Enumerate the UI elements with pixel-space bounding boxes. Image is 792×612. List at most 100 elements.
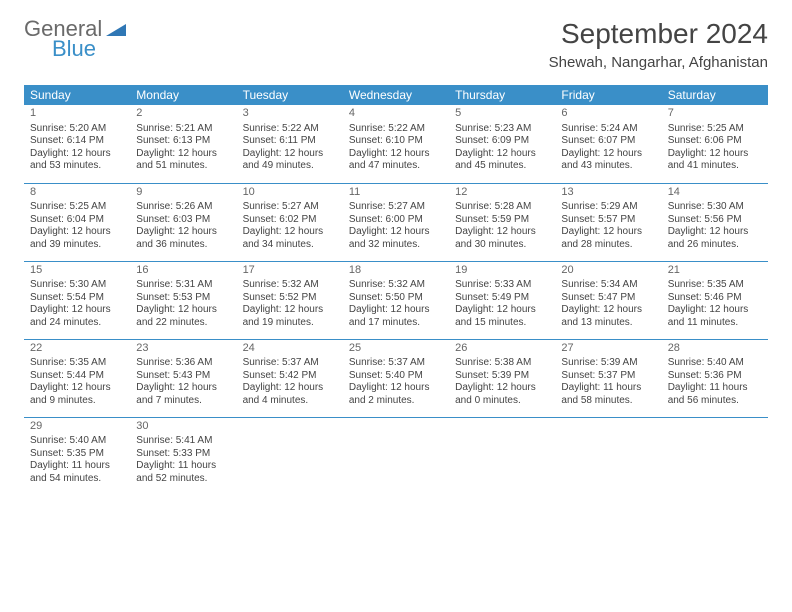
calendar-day-cell: 28Sunrise: 5:40 AMSunset: 5:36 PMDayligh… [662, 339, 768, 417]
day-day2: and 51 minutes. [136, 160, 230, 173]
day-day2: and 52 minutes. [136, 473, 230, 486]
day-sunset: Sunset: 5:36 PM [668, 370, 762, 383]
weekday-header: Friday [555, 85, 661, 105]
day-day2: and 0 minutes. [455, 395, 549, 408]
day-sunrise: Sunrise: 5:25 AM [30, 201, 124, 214]
calendar-week-row: 1Sunrise: 5:20 AMSunset: 6:14 PMDaylight… [24, 105, 768, 183]
day-number: 20 [561, 264, 655, 278]
day-sunset: Sunset: 6:06 PM [668, 135, 762, 148]
calendar-day-cell: 17Sunrise: 5:32 AMSunset: 5:52 PMDayligh… [237, 261, 343, 339]
day-day2: and 26 minutes. [668, 239, 762, 252]
calendar-day-cell [343, 417, 449, 495]
header: General Blue September 2024 Shewah, Nang… [24, 18, 768, 71]
calendar-day-cell: 20Sunrise: 5:34 AMSunset: 5:47 PMDayligh… [555, 261, 661, 339]
calendar-day-cell: 27Sunrise: 5:39 AMSunset: 5:37 PMDayligh… [555, 339, 661, 417]
day-day2: and 34 minutes. [243, 239, 337, 252]
day-sunrise: Sunrise: 5:37 AM [243, 357, 337, 370]
day-sunrise: Sunrise: 5:27 AM [243, 201, 337, 214]
day-sunrise: Sunrise: 5:41 AM [136, 435, 230, 448]
day-day1: Daylight: 12 hours [243, 226, 337, 239]
calendar-day-cell: 5Sunrise: 5:23 AMSunset: 6:09 PMDaylight… [449, 105, 555, 183]
day-day1: Daylight: 12 hours [455, 304, 549, 317]
calendar-day-cell: 6Sunrise: 5:24 AMSunset: 6:07 PMDaylight… [555, 105, 661, 183]
day-sunset: Sunset: 5:35 PM [30, 448, 124, 461]
day-number: 1 [30, 107, 124, 121]
day-day1: Daylight: 12 hours [561, 226, 655, 239]
day-day1: Daylight: 12 hours [30, 304, 124, 317]
day-day1: Daylight: 12 hours [668, 148, 762, 161]
day-sunrise: Sunrise: 5:30 AM [668, 201, 762, 214]
day-number: 6 [561, 107, 655, 121]
day-sunset: Sunset: 5:39 PM [455, 370, 549, 383]
day-sunrise: Sunrise: 5:36 AM [136, 357, 230, 370]
day-day1: Daylight: 12 hours [455, 226, 549, 239]
day-sunset: Sunset: 5:50 PM [349, 292, 443, 305]
day-number: 8 [30, 186, 124, 200]
day-number: 17 [243, 264, 337, 278]
day-sunset: Sunset: 6:11 PM [243, 135, 337, 148]
day-day1: Daylight: 12 hours [30, 382, 124, 395]
day-sunrise: Sunrise: 5:35 AM [668, 279, 762, 292]
day-sunset: Sunset: 6:13 PM [136, 135, 230, 148]
calendar-day-cell: 30Sunrise: 5:41 AMSunset: 5:33 PMDayligh… [130, 417, 236, 495]
day-day2: and 54 minutes. [30, 473, 124, 486]
day-number: 12 [455, 186, 549, 200]
calendar-day-cell: 23Sunrise: 5:36 AMSunset: 5:43 PMDayligh… [130, 339, 236, 417]
day-sunset: Sunset: 6:03 PM [136, 214, 230, 227]
day-number: 25 [349, 342, 443, 356]
day-day1: Daylight: 12 hours [136, 148, 230, 161]
day-day2: and 47 minutes. [349, 160, 443, 173]
day-sunset: Sunset: 5:33 PM [136, 448, 230, 461]
day-sunset: Sunset: 6:07 PM [561, 135, 655, 148]
calendar-day-cell: 4Sunrise: 5:22 AMSunset: 6:10 PMDaylight… [343, 105, 449, 183]
day-day1: Daylight: 11 hours [561, 382, 655, 395]
day-sunset: Sunset: 5:57 PM [561, 214, 655, 227]
calendar-day-cell: 22Sunrise: 5:35 AMSunset: 5:44 PMDayligh… [24, 339, 130, 417]
day-number: 21 [668, 264, 762, 278]
day-day2: and 30 minutes. [455, 239, 549, 252]
calendar-day-cell: 15Sunrise: 5:30 AMSunset: 5:54 PMDayligh… [24, 261, 130, 339]
day-sunrise: Sunrise: 5:32 AM [243, 279, 337, 292]
day-sunset: Sunset: 5:43 PM [136, 370, 230, 383]
calendar-week-row: 29Sunrise: 5:40 AMSunset: 5:35 PMDayligh… [24, 417, 768, 495]
day-sunrise: Sunrise: 5:31 AM [136, 279, 230, 292]
day-day2: and 32 minutes. [349, 239, 443, 252]
logo-triangle-icon [106, 18, 126, 40]
calendar-day-cell: 19Sunrise: 5:33 AMSunset: 5:49 PMDayligh… [449, 261, 555, 339]
logo: General Blue [24, 18, 126, 60]
day-number: 9 [136, 186, 230, 200]
day-day1: Daylight: 12 hours [668, 226, 762, 239]
day-sunrise: Sunrise: 5:21 AM [136, 123, 230, 136]
calendar-day-cell: 7Sunrise: 5:25 AMSunset: 6:06 PMDaylight… [662, 105, 768, 183]
day-day1: Daylight: 12 hours [349, 382, 443, 395]
page-subtitle: Shewah, Nangarhar, Afghanistan [549, 54, 768, 71]
day-number: 11 [349, 186, 443, 200]
weekday-header: Wednesday [343, 85, 449, 105]
calendar-week-row: 15Sunrise: 5:30 AMSunset: 5:54 PMDayligh… [24, 261, 768, 339]
day-number: 23 [136, 342, 230, 356]
day-sunset: Sunset: 5:52 PM [243, 292, 337, 305]
day-number: 18 [349, 264, 443, 278]
calendar-day-cell: 3Sunrise: 5:22 AMSunset: 6:11 PMDaylight… [237, 105, 343, 183]
calendar-day-cell: 24Sunrise: 5:37 AMSunset: 5:42 PMDayligh… [237, 339, 343, 417]
day-sunrise: Sunrise: 5:29 AM [561, 201, 655, 214]
calendar-day-cell: 10Sunrise: 5:27 AMSunset: 6:02 PMDayligh… [237, 183, 343, 261]
day-day2: and 9 minutes. [30, 395, 124, 408]
day-number: 30 [136, 420, 230, 434]
day-number: 19 [455, 264, 549, 278]
calendar-day-cell: 25Sunrise: 5:37 AMSunset: 5:40 PMDayligh… [343, 339, 449, 417]
day-sunset: Sunset: 6:02 PM [243, 214, 337, 227]
day-sunrise: Sunrise: 5:40 AM [30, 435, 124, 448]
day-number: 2 [136, 107, 230, 121]
day-sunrise: Sunrise: 5:22 AM [349, 123, 443, 136]
day-day1: Daylight: 12 hours [455, 382, 549, 395]
weekday-header: Sunday [24, 85, 130, 105]
day-sunset: Sunset: 5:53 PM [136, 292, 230, 305]
day-number: 22 [30, 342, 124, 356]
day-day1: Daylight: 12 hours [668, 304, 762, 317]
day-day1: Daylight: 12 hours [136, 382, 230, 395]
day-sunset: Sunset: 5:40 PM [349, 370, 443, 383]
day-day1: Daylight: 12 hours [30, 148, 124, 161]
day-number: 15 [30, 264, 124, 278]
day-sunrise: Sunrise: 5:39 AM [561, 357, 655, 370]
